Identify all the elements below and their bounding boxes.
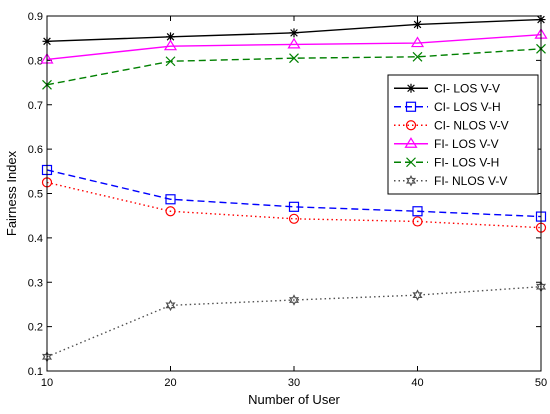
data-point xyxy=(412,216,423,227)
legend-entry: CI- LOS V-H xyxy=(394,100,501,114)
data-point xyxy=(406,83,416,93)
data-point xyxy=(287,37,301,49)
legend-entry: FI- LOS V-H xyxy=(394,155,499,169)
data-point xyxy=(405,174,417,187)
y-tick-label: 0.6 xyxy=(28,144,43,156)
data-point xyxy=(165,206,176,217)
legend-label: FI- LOS V-V xyxy=(434,137,499,151)
legend-label: CI- LOS V-V xyxy=(434,81,500,95)
x-tick-label: 10 xyxy=(41,377,53,389)
legend-label: CI- LOS V-H xyxy=(434,100,501,114)
legend-entry: FI- LOS V-V xyxy=(394,137,499,151)
data-point xyxy=(288,213,300,224)
legend-label: FI- LOS V-H xyxy=(434,155,499,169)
legend-box xyxy=(387,74,539,195)
plot-frame xyxy=(46,15,542,372)
data-point xyxy=(165,299,176,312)
x-tick-label: 50 xyxy=(535,377,547,389)
y-tick-label: 0.4 xyxy=(28,233,43,245)
series-line xyxy=(46,48,542,86)
data-point xyxy=(412,51,423,62)
series-line xyxy=(46,285,542,358)
data-point xyxy=(405,120,417,131)
legend-entry: CI- LOS V-V xyxy=(394,81,500,95)
data-point xyxy=(163,39,178,51)
data-point xyxy=(404,137,418,148)
series-5 xyxy=(41,280,547,363)
y-tick-label: 0.9 xyxy=(28,11,43,23)
series-line xyxy=(46,181,542,229)
data-point xyxy=(289,53,299,64)
x-tick-label: 20 xyxy=(164,377,176,389)
y-tick-label: 0.2 xyxy=(28,322,43,334)
y-tick-label: 0.8 xyxy=(28,55,43,67)
y-tick-label: 0.7 xyxy=(28,100,43,112)
y-tick-label: 0.3 xyxy=(28,277,43,289)
x-tick-label: 40 xyxy=(411,377,423,389)
legend-label: FI- NLOS V-V xyxy=(434,174,507,188)
x-tick-label: 30 xyxy=(288,377,300,389)
series-line xyxy=(46,33,542,61)
data-point xyxy=(413,19,422,29)
data-point xyxy=(288,201,300,212)
y-axis-label: Fairness Index xyxy=(4,150,19,236)
legend-label: CI- NLOS V-V xyxy=(434,118,509,132)
data-point xyxy=(412,206,423,217)
data-point xyxy=(412,289,423,301)
y-tick-label: 0.5 xyxy=(28,189,43,201)
legend: CI- LOS V-V CI- LOS V-H CI- NLOS V-V FI- LO… xyxy=(387,74,539,195)
legend-entry: CI- NLOS V-V xyxy=(394,118,509,132)
y-tick-label: 0.1 xyxy=(28,366,43,378)
data-point xyxy=(406,157,416,168)
data-point xyxy=(288,294,300,306)
data-point xyxy=(165,194,176,205)
data-point xyxy=(405,101,417,112)
data-point xyxy=(166,32,175,42)
data-point xyxy=(410,36,425,48)
x-axis-label: Number of User xyxy=(248,392,340,407)
legend-entry: FI- NLOS V-V xyxy=(394,174,507,188)
data-point xyxy=(165,56,176,67)
data-point xyxy=(289,28,299,38)
